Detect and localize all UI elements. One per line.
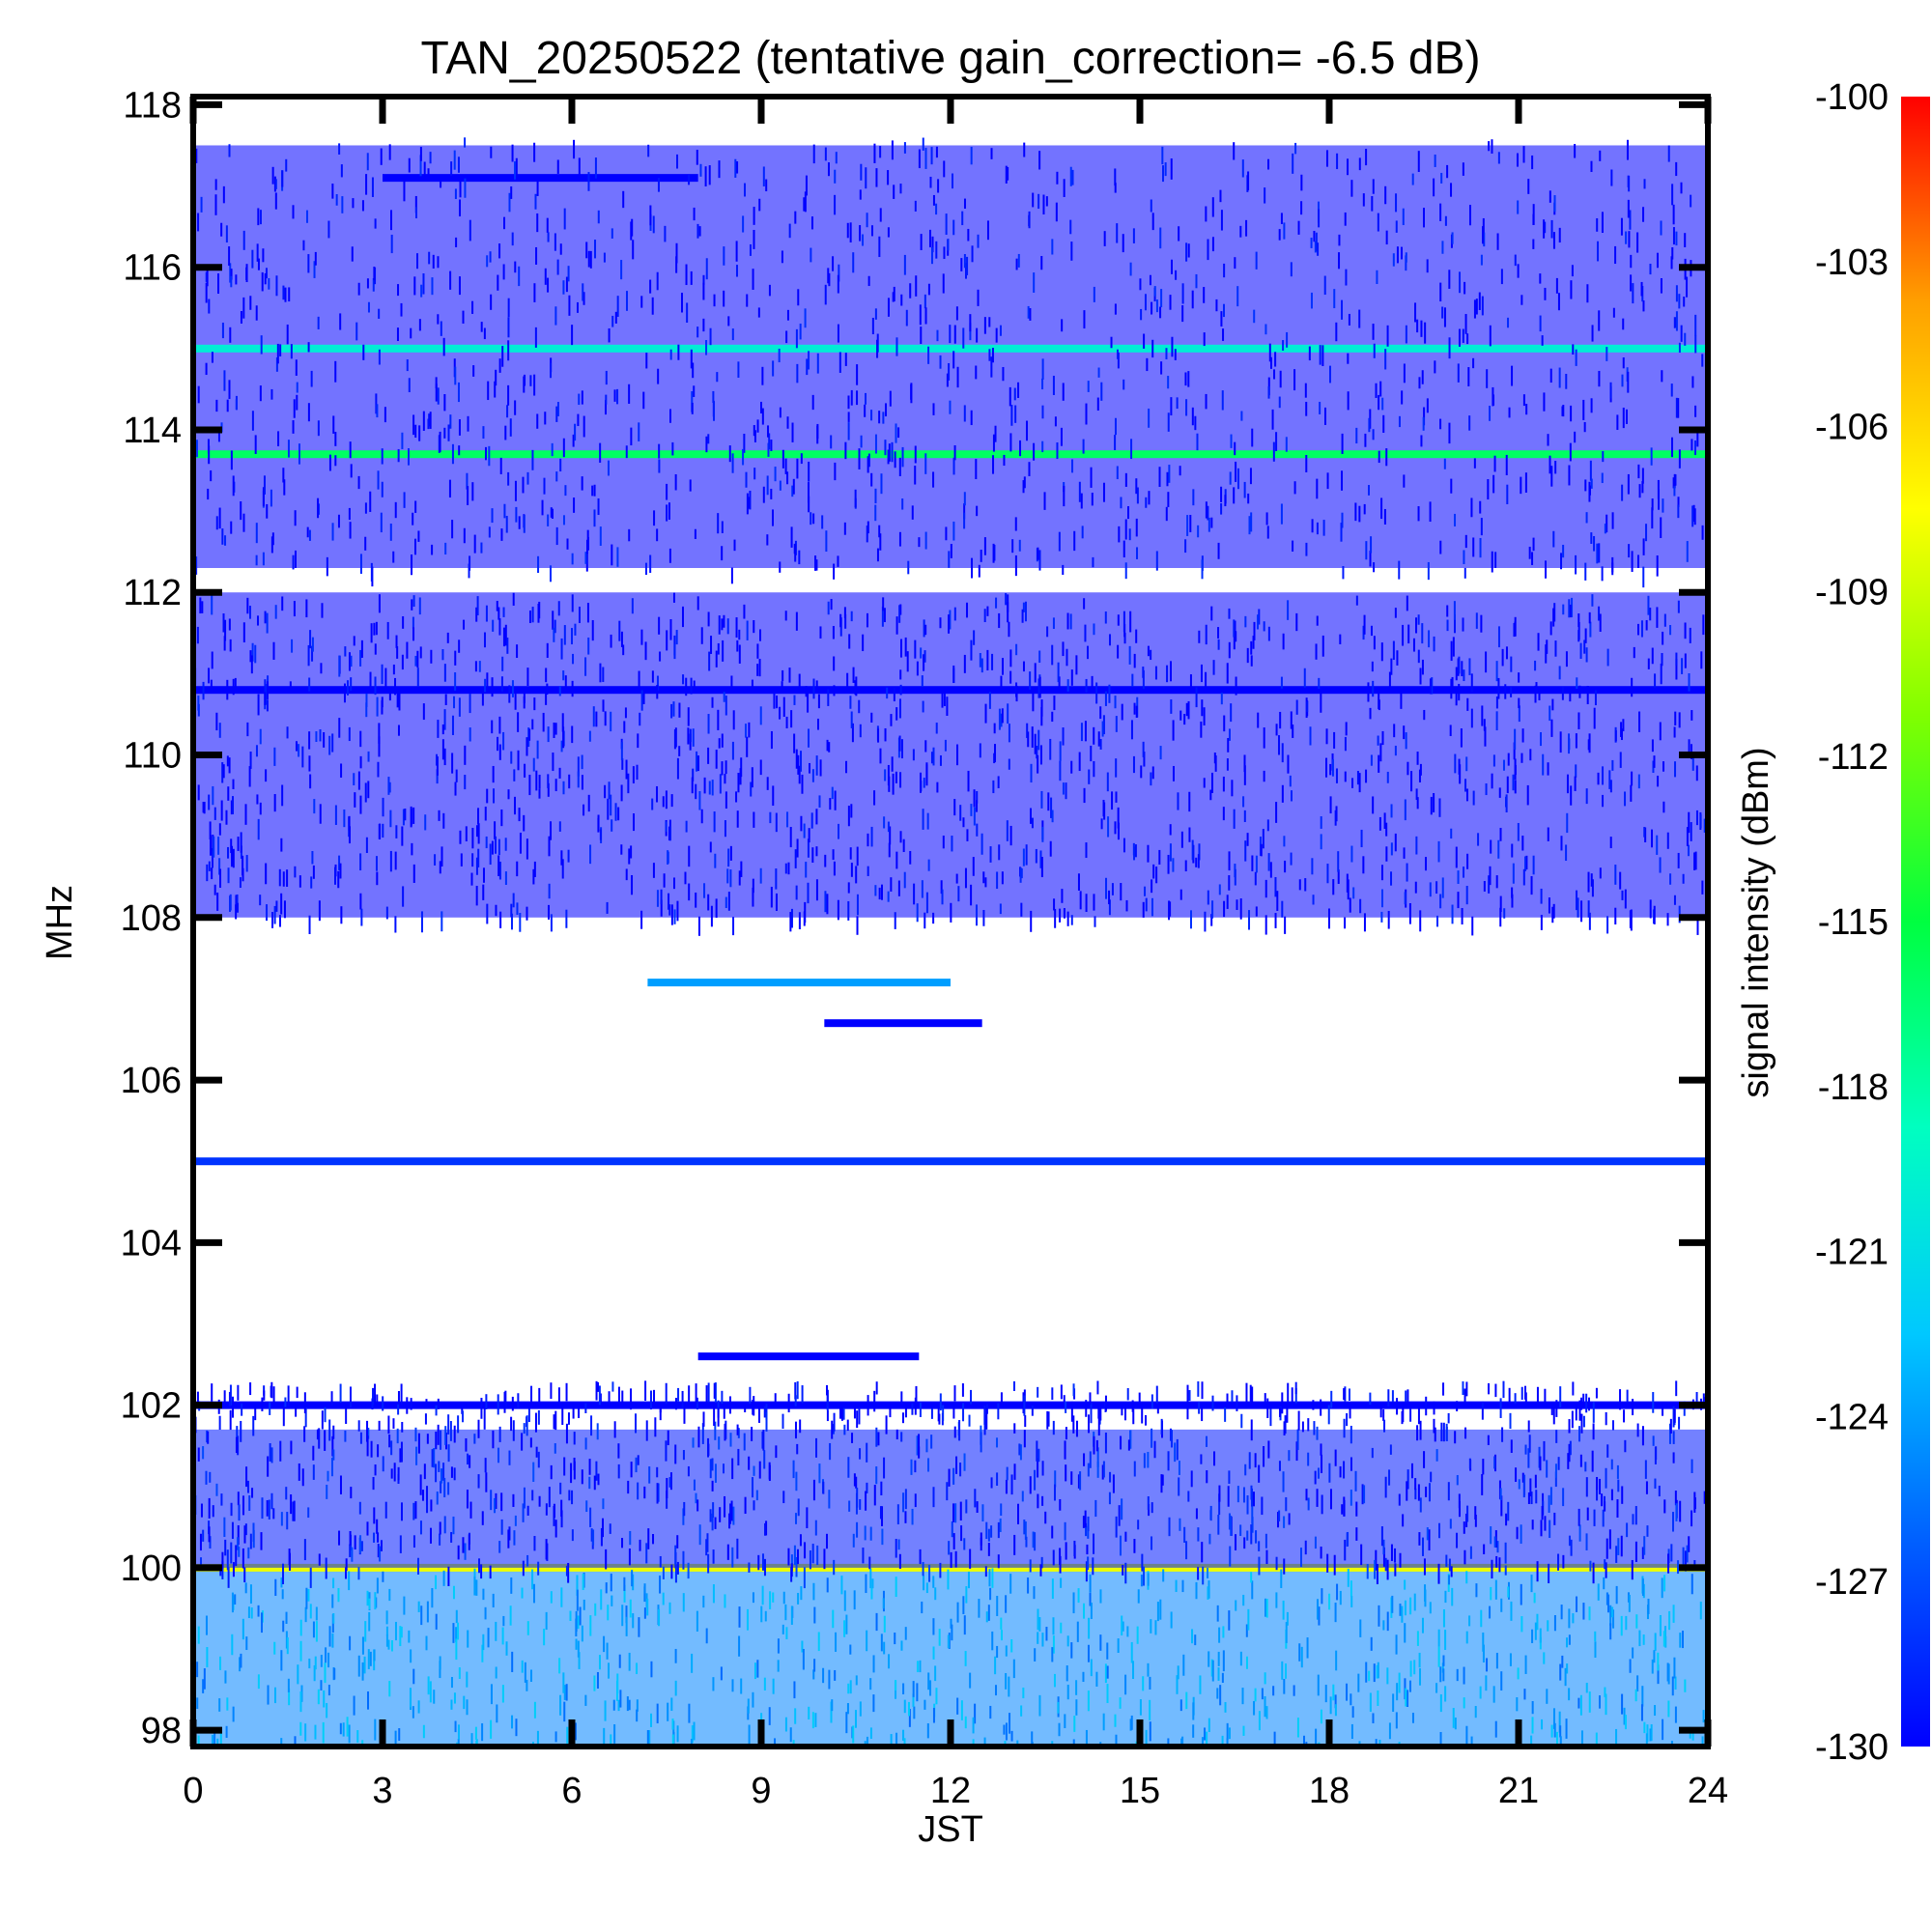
feature-0 [193, 1567, 1708, 1747]
feature-7 [697, 1352, 920, 1361]
colorbar-tick-label: -127 [1815, 1562, 1889, 1603]
x-tick-label: 21 [1498, 1771, 1539, 1811]
colorbar-tick-label: -112 [1818, 737, 1889, 778]
x-tick-label: 0 [183, 1771, 203, 1811]
y-axis: 98 100 102 104 106 108 110 112 114 116 118 [121, 85, 1708, 1751]
y-tick-label: 108 [121, 898, 182, 939]
x-tick-label: 24 [1688, 1771, 1728, 1811]
x-tick-label: 9 [751, 1771, 771, 1811]
x-tick-label: 12 [930, 1771, 971, 1811]
colorbar-tick-label: -115 [1818, 902, 1889, 943]
x-tick-label: 15 [1120, 1771, 1160, 1811]
colorbar-tick-label: -100 [1815, 77, 1889, 118]
feature-12 [193, 344, 1708, 353]
y-tick-label: 106 [121, 1061, 182, 1101]
y-tick-label: 100 [121, 1548, 182, 1589]
y-tick-label: 98 [141, 1711, 182, 1751]
feature-11 [193, 450, 1708, 459]
y-tick-label: 102 [121, 1386, 182, 1427]
y-tick-label: 112 [123, 573, 182, 613]
x-tick-label: 18 [1309, 1771, 1350, 1811]
y-tick-label: 116 [123, 248, 182, 289]
x-axis: 0 3 6 9 12 15 18 21 24 [183, 97, 1728, 1811]
colorbar [1901, 97, 1930, 1747]
noise-speckle-layer [193, 137, 1708, 1747]
x-tick-label: 3 [372, 1771, 392, 1811]
colorbar-tick-label: -124 [1815, 1397, 1889, 1437]
feature-3 [193, 1401, 1708, 1409]
x-axis-label: JST [918, 1809, 983, 1850]
y-tick-label: 110 [123, 736, 182, 777]
colorbar-tick-label: -106 [1815, 408, 1889, 448]
y-tick-label: 104 [121, 1223, 182, 1264]
feature-9 [193, 686, 1708, 695]
colorbar-tick-label: -121 [1815, 1233, 1889, 1273]
colorbar-tick-label: -103 [1815, 242, 1889, 283]
feature-8 [193, 592, 1708, 918]
y-tick-label: 118 [123, 85, 182, 126]
feature-5 [647, 979, 951, 987]
feature-13 [383, 174, 698, 183]
colorbar-tick-label: -130 [1815, 1727, 1889, 1768]
colorbar-tick-label: -118 [1818, 1067, 1889, 1108]
chart-title: TAN_20250522 (tentative gain_correction=… [420, 33, 1480, 84]
feature-4 [193, 1157, 1708, 1166]
colorbar-label: signal intensity (dBm) [1736, 747, 1776, 1097]
colorbar-ticks: -100 -103 -106 -109 -112 -115 -118 -121 -124 -127… [1815, 77, 1889, 1768]
feature-6 [824, 1019, 982, 1028]
x-tick-label: 6 [561, 1771, 582, 1811]
y-axis-label: MHz [40, 885, 80, 960]
y-tick-label: 114 [123, 411, 182, 451]
feature-2 [193, 1429, 1708, 1568]
feature-10 [193, 145, 1708, 568]
colorbar-tick-label: -109 [1815, 572, 1889, 612]
